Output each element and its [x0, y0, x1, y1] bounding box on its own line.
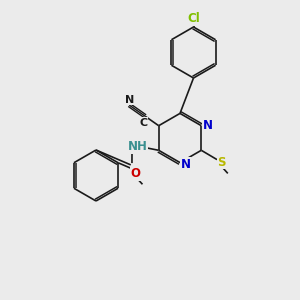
- Text: C: C: [139, 118, 147, 128]
- Text: Cl: Cl: [187, 11, 200, 25]
- Text: N: N: [180, 158, 190, 171]
- Text: N: N: [124, 95, 134, 105]
- Text: NH: NH: [128, 140, 147, 153]
- Text: N: N: [203, 119, 213, 132]
- Text: O: O: [130, 167, 141, 180]
- Text: S: S: [218, 156, 226, 169]
